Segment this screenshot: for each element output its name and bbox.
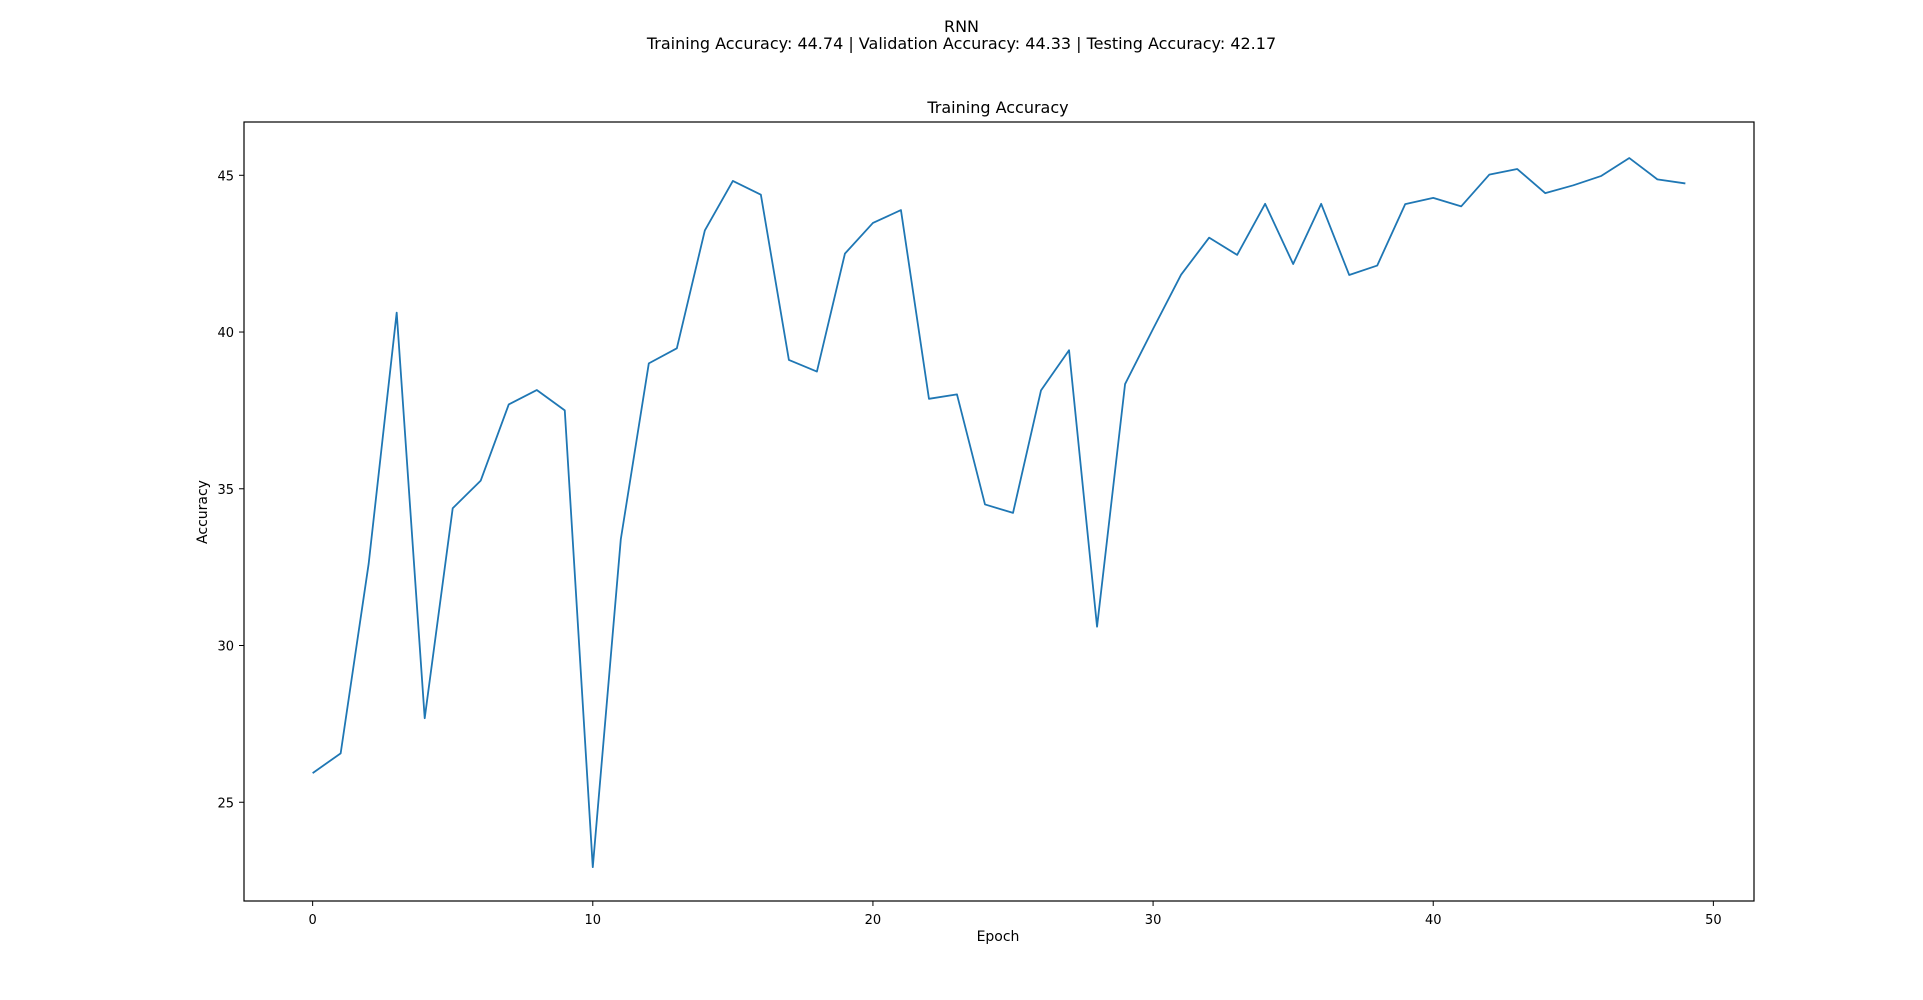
data-point — [1179, 272, 1184, 277]
series-layer — [310, 156, 1688, 870]
figure-subtitle: Training Accuracy: 44.74 | Validation Ac… — [646, 34, 1277, 53]
data-point — [394, 310, 399, 315]
data-point — [926, 396, 931, 401]
y-axis-label: Accuracy — [195, 480, 211, 544]
data-point — [1459, 204, 1464, 209]
data-point — [1039, 388, 1044, 393]
data-point — [338, 751, 343, 756]
data-point — [1067, 348, 1072, 353]
y-tick-label: 30 — [217, 640, 234, 655]
data-point — [842, 251, 847, 256]
data-point — [1375, 263, 1380, 268]
data-point — [1123, 382, 1128, 387]
x-tick-label: 0 — [308, 913, 316, 928]
data-point — [1571, 183, 1576, 188]
x-tick-label: 30 — [1145, 913, 1162, 928]
data-point — [1235, 252, 1240, 257]
data-point — [870, 220, 875, 225]
data-point — [1347, 272, 1352, 277]
data-point — [1207, 235, 1212, 240]
data-point — [1403, 202, 1408, 207]
y-tick-label: 40 — [217, 326, 234, 341]
data-point — [590, 865, 595, 870]
data-point — [422, 716, 427, 721]
x-tick-label: 20 — [865, 913, 882, 928]
series-line — [312, 157, 1686, 869]
data-point — [1487, 172, 1492, 177]
data-point — [506, 402, 511, 407]
data-point — [786, 357, 791, 362]
data-point — [1151, 326, 1156, 331]
figure-title: RNN — [943, 17, 980, 36]
data-point — [1515, 167, 1520, 172]
data-point — [450, 506, 455, 511]
data-point — [1599, 173, 1604, 178]
x-tick-label: 10 — [585, 913, 602, 928]
y-tick-label: 35 — [217, 483, 234, 498]
x-axis-label: Epoch — [977, 929, 1020, 945]
data-point — [702, 228, 707, 233]
data-point — [646, 361, 651, 366]
data-point — [1011, 510, 1016, 515]
data-point — [478, 478, 483, 483]
data-point — [1095, 624, 1100, 629]
plot-frame — [243, 121, 1755, 902]
data-point — [1319, 201, 1324, 206]
data-point — [1627, 156, 1632, 161]
data-point — [1431, 195, 1436, 200]
data-point — [1263, 201, 1268, 206]
y-tick-label: 25 — [217, 796, 234, 811]
data-point — [1683, 181, 1688, 186]
data-point — [954, 392, 959, 397]
data-point — [1291, 262, 1296, 267]
data-point — [366, 561, 371, 566]
data-point — [674, 346, 679, 351]
x-tick-label: 50 — [1705, 913, 1722, 928]
ticks-layer: 0 10 20 30 40 50 25 30 35 40 45 — [217, 169, 1721, 928]
data-point — [730, 178, 735, 183]
x-tick-label: 40 — [1425, 913, 1442, 928]
data-point — [814, 369, 819, 374]
axes-title: Training Accuracy — [926, 98, 1068, 117]
data-point — [618, 537, 623, 542]
data-point — [982, 502, 987, 507]
data-point — [898, 208, 903, 213]
data-point — [310, 771, 315, 776]
data-point — [1655, 177, 1660, 182]
data-point — [758, 192, 763, 197]
data-point — [562, 408, 567, 413]
y-tick-label: 45 — [217, 169, 234, 184]
data-point — [534, 388, 539, 393]
data-point — [1543, 191, 1548, 196]
